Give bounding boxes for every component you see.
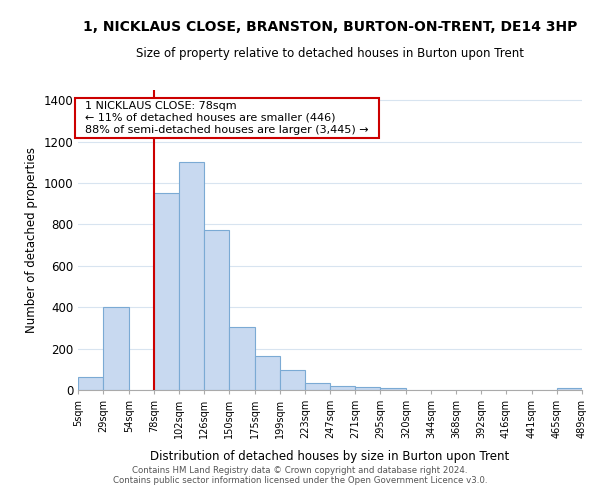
Bar <box>305 383 330 390</box>
Bar <box>280 370 305 390</box>
Bar <box>380 388 406 390</box>
Text: Size of property relative to detached houses in Burton upon Trent: Size of property relative to detached ho… <box>136 48 524 60</box>
Text: 1, NICKLAUS CLOSE, BRANSTON, BURTON-ON-TRENT, DE14 3HP: 1, NICKLAUS CLOSE, BRANSTON, BURTON-ON-T… <box>83 20 577 34</box>
Bar <box>255 356 280 390</box>
Bar <box>103 307 129 390</box>
Text: Contains HM Land Registry data © Crown copyright and database right 2024.
Contai: Contains HM Land Registry data © Crown c… <box>113 466 487 485</box>
Bar <box>355 387 380 390</box>
Bar <box>78 376 103 390</box>
Bar <box>204 230 229 390</box>
Bar <box>229 327 255 390</box>
Bar <box>557 388 582 390</box>
Bar <box>179 162 204 390</box>
Y-axis label: Number of detached properties: Number of detached properties <box>25 147 38 333</box>
Bar <box>330 386 355 390</box>
Bar <box>154 194 179 390</box>
X-axis label: Distribution of detached houses by size in Burton upon Trent: Distribution of detached houses by size … <box>151 450 509 462</box>
Text: 1 NICKLAUS CLOSE: 78sqm
  ← 11% of detached houses are smaller (446)
  88% of se: 1 NICKLAUS CLOSE: 78sqm ← 11% of detache… <box>78 102 376 134</box>
